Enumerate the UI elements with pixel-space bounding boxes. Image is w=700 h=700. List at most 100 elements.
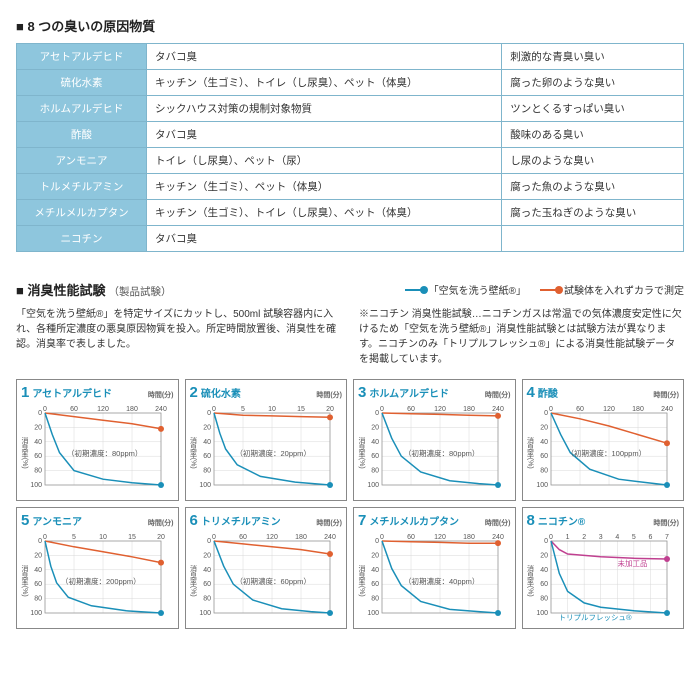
- svg-text:120: 120: [603, 406, 615, 413]
- svg-text:20: 20: [34, 424, 42, 431]
- svg-text:5: 5: [631, 534, 635, 541]
- svg-text:60: 60: [203, 581, 211, 588]
- substance-source: キッチン（生ゴミ）、トイレ（し尿臭）、ペット（体臭）: [147, 70, 502, 96]
- table-row: アンモニアトイレ（し尿臭）、ペット（尿）し尿のような臭い: [17, 148, 684, 174]
- chart-title: 6トリメチルアミン時間(分): [190, 512, 343, 529]
- table-row: ホルムアルデヒドシックハウス対策の規制対象物質ツンとくるすっぱい臭い: [17, 96, 684, 122]
- svg-text:180: 180: [295, 534, 307, 541]
- svg-text:100: 100: [199, 610, 211, 617]
- y-axis-label: 消臭率(%): [525, 565, 535, 597]
- svg-text:0: 0: [212, 406, 216, 413]
- svg-text:6: 6: [648, 534, 652, 541]
- chart-title: 4酢酸時間(分): [527, 384, 680, 401]
- svg-text:15: 15: [297, 406, 305, 413]
- svg-text:180: 180: [126, 406, 138, 413]
- chart-name: アセトアルデヒド: [32, 385, 112, 400]
- chart-note: （初期濃度：40ppm）: [404, 576, 479, 587]
- description-left: 「空気を洗う壁紙®」を特定サイズにカットし、500ml 試験容器内に入れ、各種所…: [16, 307, 341, 367]
- svg-text:100: 100: [30, 610, 42, 617]
- svg-text:5: 5: [241, 406, 245, 413]
- svg-text:240: 240: [661, 406, 673, 413]
- substance-source: タバコ臭: [147, 44, 502, 70]
- svg-text:100: 100: [199, 482, 211, 489]
- chart-number: 8: [527, 512, 535, 529]
- chart-cell: 5アンモニア時間(分)05101520020406080100消臭率(%)（初期…: [16, 507, 179, 629]
- chart-cell: 6トリメチルアミン時間(分)060120180240020406080100消臭…: [185, 507, 348, 629]
- svg-text:60: 60: [407, 406, 415, 413]
- chart-note: （初期濃度：20ppm）: [236, 448, 311, 459]
- section2-subtitle: （製品試験）: [109, 286, 172, 298]
- table-row: ニコチンタバコ臭: [17, 226, 684, 252]
- chart-number: 6: [190, 512, 198, 529]
- chart-cell: 1アセトアルデヒド時間(分)060120180240020406080100消臭…: [16, 379, 179, 501]
- chart-number: 5: [21, 512, 29, 529]
- svg-text:0: 0: [207, 410, 211, 417]
- table-row: アセトアルデヒドタバコ臭刺激的な青臭い臭い: [17, 44, 684, 70]
- chart-title: 5アンモニア 時間(分): [21, 512, 174, 529]
- legend-blue: 「空気を洗う壁紙®」: [405, 282, 526, 297]
- legend-red: 試験体を入れずカラで測定: [540, 282, 684, 297]
- substance-smell: [502, 226, 684, 252]
- svg-text:0: 0: [38, 410, 42, 417]
- y-axis-label: 消臭率(%): [356, 565, 366, 597]
- y-axis-label: 消臭率(%): [525, 437, 535, 469]
- substance-name: ニコチン: [17, 226, 147, 252]
- y-axis-label: 消臭率(%): [19, 565, 29, 597]
- chart-note: （初期濃度：60ppm）: [236, 576, 311, 587]
- chart-note-2: トリプルフレッシュ®: [559, 612, 632, 623]
- svg-text:60: 60: [70, 406, 78, 413]
- substance-smell: し尿のような臭い: [502, 148, 684, 174]
- substance-source: キッチン（生ゴミ）、トイレ（し尿臭）、ペット（体臭）: [147, 200, 502, 226]
- svg-text:240: 240: [492, 406, 504, 413]
- substance-smell: 酸味のある臭い: [502, 122, 684, 148]
- section2-title: ■ 消臭性能試験: [16, 283, 105, 298]
- svg-text:10: 10: [99, 534, 107, 541]
- time-axis-label: 時間(分): [148, 390, 174, 400]
- svg-text:80: 80: [34, 468, 42, 475]
- y-axis-label: 消臭率(%): [356, 437, 366, 469]
- svg-text:60: 60: [540, 581, 548, 588]
- svg-text:60: 60: [540, 453, 548, 460]
- svg-text:40: 40: [540, 439, 548, 446]
- svg-text:40: 40: [203, 439, 211, 446]
- substance-name: 酢酸: [17, 122, 147, 148]
- chart-legend: 「空気を洗う壁紙®」 試験体を入れずカラで測定: [405, 282, 684, 297]
- chart-cell: 3ホルムアルデヒド時間(分)060120180240020406080100消臭…: [353, 379, 516, 501]
- svg-text:0: 0: [544, 410, 548, 417]
- chart-cell: 8ニコチン®時間(分)01234567020406080100消臭率(%)未加工…: [522, 507, 685, 629]
- chart-title: 7メチルメルカプタン時間(分): [358, 512, 511, 529]
- time-axis-label: 時間(分): [485, 390, 511, 400]
- svg-text:0: 0: [207, 538, 211, 545]
- substance-name: メチルメルカプタン: [17, 200, 147, 226]
- chart-number: 2: [190, 384, 198, 401]
- svg-text:20: 20: [203, 552, 211, 559]
- svg-text:180: 180: [463, 406, 475, 413]
- time-axis-label: 時間(分): [148, 518, 174, 528]
- svg-text:120: 120: [434, 534, 446, 541]
- legend-blue-icon: [405, 289, 425, 291]
- time-axis-label: 時間(分): [316, 390, 342, 400]
- svg-text:0: 0: [38, 538, 42, 545]
- svg-text:20: 20: [157, 534, 165, 541]
- svg-text:80: 80: [540, 596, 548, 603]
- chart-name: 酢酸: [538, 385, 558, 400]
- substance-name: 硫化水素: [17, 70, 147, 96]
- svg-text:60: 60: [34, 581, 42, 588]
- svg-text:80: 80: [203, 596, 211, 603]
- table-row: 酢酸タバコ臭酸味のある臭い: [17, 122, 684, 148]
- svg-text:40: 40: [540, 567, 548, 574]
- chart-title: 3ホルムアルデヒド時間(分): [358, 384, 511, 401]
- chart-name: アンモニア: [32, 513, 82, 528]
- svg-text:20: 20: [34, 552, 42, 559]
- chart-name: ホルムアルデヒド: [369, 385, 449, 400]
- time-axis-label: 時間(分): [485, 518, 511, 528]
- svg-text:2: 2: [582, 534, 586, 541]
- svg-text:20: 20: [203, 424, 211, 431]
- svg-text:80: 80: [203, 468, 211, 475]
- svg-text:240: 240: [324, 534, 336, 541]
- svg-text:5: 5: [72, 534, 76, 541]
- y-axis-label: 消臭率(%): [188, 565, 198, 597]
- chart-note: （初期濃度：80ppm）: [67, 448, 142, 459]
- svg-text:100: 100: [536, 482, 548, 489]
- svg-text:120: 120: [266, 534, 278, 541]
